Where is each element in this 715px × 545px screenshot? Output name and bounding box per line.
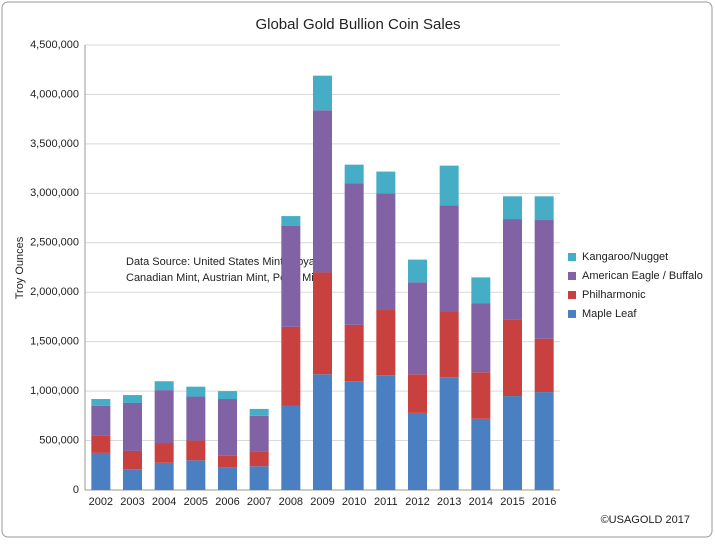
bar-segment [281, 405, 301, 490]
y-tick-label: 500,000 [39, 434, 79, 446]
bar-segment [91, 435, 111, 453]
bar-segment [154, 390, 174, 444]
y-tick-label: 4,000,000 [30, 88, 79, 100]
bar-segment [313, 110, 332, 273]
y-tick-label: 3,500,000 [30, 138, 79, 150]
bar-segment [249, 451, 269, 467]
bar-segment [154, 443, 174, 463]
bar-segment [281, 326, 301, 406]
bar-segment [249, 408, 269, 416]
bar-segment [344, 381, 364, 490]
x-tick-label: 2012 [405, 496, 429, 508]
bar-segment [91, 452, 111, 490]
bar-segment [471, 372, 491, 419]
bar-segment [186, 440, 206, 461]
legend-label: Philharmonic [582, 289, 646, 301]
bar-segment [154, 381, 174, 391]
bar-segment [534, 196, 554, 221]
x-tick-label: 2003 [120, 496, 144, 508]
x-tick-label: 2007 [247, 496, 271, 508]
bar-segment [249, 466, 269, 490]
bar-segment [534, 338, 554, 393]
bar-segment [408, 374, 427, 413]
annotation: Data Source: United States Mint, Royal [126, 256, 317, 268]
x-tick-label: 2015 [500, 496, 524, 508]
chart-title: Global Gold Bullion Coin Sales [255, 16, 460, 33]
y-tick-label: 1,000,000 [30, 385, 79, 397]
legend-label: Maple Leaf [582, 308, 637, 320]
y-axis-label: Troy Ounces [14, 236, 26, 299]
bar-segment [471, 418, 491, 490]
bar-segment [471, 303, 491, 373]
bar-segment [218, 399, 237, 456]
bar-segment [186, 396, 206, 441]
x-tick-label: 2013 [437, 496, 461, 508]
y-tick-label: 3,000,000 [30, 187, 79, 199]
bar-segment [313, 75, 332, 111]
x-tick-label: 2006 [215, 496, 239, 508]
bar-segment [376, 375, 396, 490]
bar-segment [534, 392, 554, 490]
bar-segment [408, 259, 427, 283]
legend-label: Kangaroo/Nugget [582, 251, 668, 263]
bar-segment [471, 277, 491, 304]
bar-segment [313, 272, 332, 375]
y-tick-label: 1,500,000 [30, 336, 79, 348]
bar-segment [123, 395, 142, 403]
legend-label: American Eagle / Buffalo [582, 270, 703, 282]
x-tick-label: 2005 [184, 496, 208, 508]
credit: ©USAGOLD 2017 [601, 514, 690, 526]
bar-segment [313, 374, 332, 490]
bar-segment [439, 165, 459, 206]
bar-segment [91, 399, 111, 406]
bar-segment [439, 377, 459, 490]
bar-segment [408, 282, 427, 375]
y-tick-label: 0 [73, 484, 79, 496]
bar-segment [281, 225, 301, 327]
bar-segment [344, 183, 364, 325]
x-tick-label: 2008 [279, 496, 303, 508]
bar-segment [503, 319, 522, 397]
bar-segment [154, 462, 174, 490]
x-tick-label: 2014 [469, 496, 493, 508]
bar-segment [344, 164, 364, 184]
x-tick-label: 2004 [152, 496, 176, 508]
bar-segment [376, 310, 396, 376]
bar-segment [123, 450, 142, 470]
x-tick-label: 2016 [532, 496, 556, 508]
bar-segment [218, 467, 237, 490]
x-tick-label: 2009 [310, 496, 334, 508]
legend-swatch [568, 310, 576, 318]
x-tick-label: 2011 [374, 496, 398, 508]
bar-segment [439, 312, 459, 378]
bar-segment [91, 405, 111, 436]
x-tick-label: 2010 [342, 496, 366, 508]
y-tick-label: 4,500,000 [30, 39, 79, 51]
annotation: Canadian Mint, Austrian Mint, Perth Mint [126, 272, 323, 284]
bar-segment [503, 396, 522, 490]
bar-segment [218, 455, 237, 468]
bar-segment [344, 324, 364, 382]
bar-segment [123, 402, 142, 451]
bar-segment [376, 171, 396, 194]
bar-segment [408, 412, 427, 490]
bar-segment [249, 415, 269, 452]
bar-segment [123, 469, 142, 490]
bar-segment [503, 219, 522, 320]
legend-swatch [568, 291, 576, 299]
legend-swatch [568, 253, 576, 261]
bar-segment [439, 205, 459, 312]
bar-segment [376, 193, 396, 311]
bar-segment [218, 391, 237, 400]
y-tick-label: 2,500,000 [30, 237, 79, 249]
y-tick-label: 2,000,000 [30, 286, 79, 298]
bar-segment [186, 460, 206, 490]
bar-segment [281, 216, 301, 226]
bar-segment [503, 196, 522, 220]
bar-segment [186, 386, 206, 397]
legend-swatch [568, 272, 576, 280]
bar-segment [534, 220, 554, 339]
x-tick-label: 2002 [89, 496, 113, 508]
